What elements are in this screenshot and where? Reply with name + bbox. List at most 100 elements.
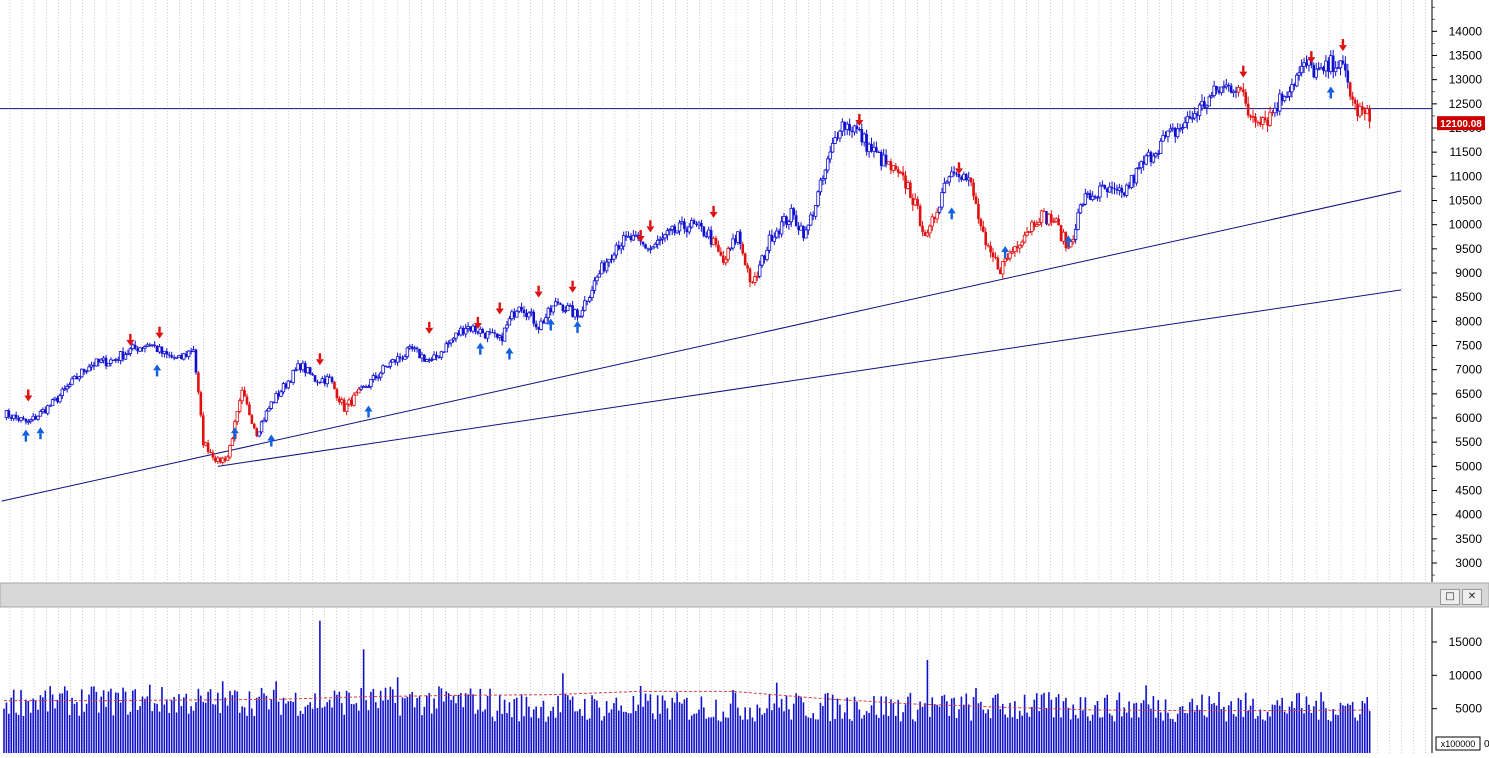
candle [923, 229, 927, 237]
sell-arrow-icon [155, 326, 164, 339]
volume-bar [238, 712, 241, 754]
close-panel-button[interactable]: ✕ [1462, 589, 1482, 605]
volume-bar [1018, 710, 1021, 754]
price-tick-label: 5500 [1455, 435, 1482, 449]
volume-bar [987, 709, 989, 754]
volume-bar [139, 706, 141, 754]
volume-bar [1225, 721, 1228, 754]
volume-bar [506, 713, 508, 754]
volume-bar [1140, 703, 1143, 754]
volume-bar [596, 700, 598, 754]
volume-bar [1337, 715, 1339, 754]
volume-bar [3, 708, 5, 754]
volume-bar [275, 681, 277, 754]
volume-bar [960, 696, 963, 754]
volume-bar [1257, 716, 1259, 754]
volume-bar [1077, 718, 1079, 754]
volume-bar [746, 719, 749, 754]
candle [843, 121, 847, 136]
volume-bar [997, 693, 999, 754]
candle [539, 317, 543, 331]
volume-bar [83, 711, 85, 754]
volume-bar [535, 706, 537, 754]
maximize-panel-button[interactable]: □ [1440, 589, 1460, 605]
volume-panel[interactable] [0, 608, 1432, 754]
volume-bar [1247, 710, 1249, 754]
volume-bar [676, 692, 678, 754]
volume-bar [1312, 706, 1315, 754]
candle [1299, 59, 1304, 77]
candle [415, 346, 419, 353]
volume-bar [545, 721, 547, 754]
volume-bar [88, 694, 90, 754]
volume-bar [622, 711, 625, 754]
volume-bar [756, 704, 759, 754]
volume-bar [1329, 721, 1332, 754]
buy-arrow-icon [1326, 86, 1335, 99]
candle [425, 358, 429, 363]
candle [24, 418, 28, 425]
volume-bar [647, 700, 649, 754]
volume-bar [129, 711, 132, 754]
volume-moving-average [4, 690, 1370, 712]
panel-separator[interactable] [0, 582, 1489, 608]
candle [717, 240, 720, 253]
volume-bar [409, 694, 411, 754]
candle [451, 337, 456, 343]
candle [1278, 89, 1282, 116]
volume-tick-label: 15000 [1449, 635, 1483, 649]
volume-bar [717, 720, 720, 754]
candle [174, 356, 179, 359]
candle [410, 343, 414, 352]
volume-bar [1062, 701, 1065, 754]
volume-bar [1356, 720, 1359, 754]
candle [293, 367, 298, 372]
candle [1312, 62, 1316, 79]
candle [726, 246, 730, 263]
candle [587, 295, 592, 304]
candle [937, 206, 942, 215]
price-plot-area[interactable] [0, 0, 1432, 582]
candle [432, 351, 436, 361]
candle [692, 218, 696, 225]
volume-bar [931, 697, 934, 754]
volume-bar [42, 697, 44, 754]
candle [1037, 217, 1041, 226]
candle [1175, 123, 1180, 139]
price-panel[interactable] [0, 0, 1432, 582]
candle [1276, 102, 1279, 116]
candle [734, 234, 737, 246]
volume-bar [1351, 702, 1354, 754]
candle [1346, 63, 1350, 89]
candle [99, 358, 103, 364]
volume-bar [1021, 715, 1023, 754]
volume-bar [78, 715, 81, 754]
volume-bar [1135, 702, 1138, 754]
volume-bar [136, 710, 139, 754]
volume-bar [537, 718, 540, 754]
candle [1261, 116, 1265, 130]
candle [243, 386, 246, 397]
volume-bar [306, 704, 309, 754]
volume-bar [105, 706, 107, 754]
volume-bar [119, 702, 122, 754]
candle [610, 254, 613, 264]
volume-bar [1227, 705, 1230, 754]
volume-bar [895, 715, 897, 754]
candle [437, 355, 441, 359]
volume-bar [528, 706, 530, 754]
candle [153, 341, 156, 348]
candle [655, 235, 660, 249]
candle [870, 137, 873, 153]
candle [702, 225, 706, 238]
candle [683, 218, 686, 234]
candle [1361, 101, 1364, 116]
volume-bar [1128, 701, 1130, 754]
candle [1254, 112, 1257, 128]
candle [858, 127, 861, 132]
volume-bar [280, 714, 282, 754]
volume-bar [170, 700, 173, 754]
volume-bar [1334, 714, 1337, 754]
volume-bar [916, 709, 919, 754]
candle [1236, 84, 1241, 97]
